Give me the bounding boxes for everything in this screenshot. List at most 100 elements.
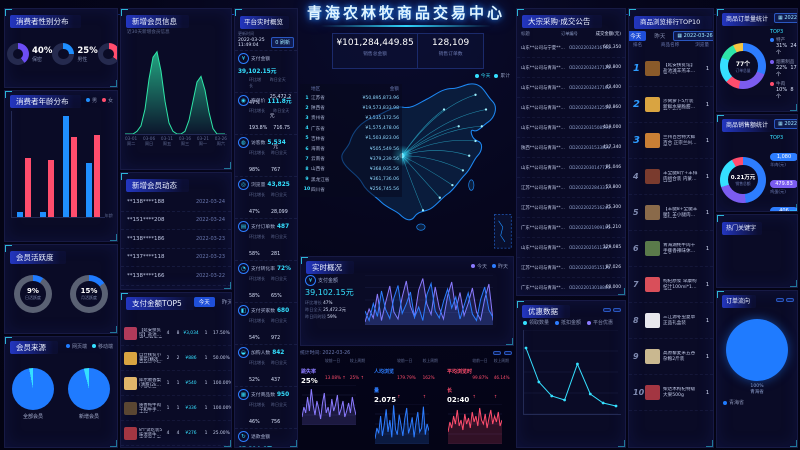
period-toggle[interactable] bbox=[504, 350, 512, 355]
stat-time: 统计时间: 2022-03-26 bbox=[300, 351, 351, 356]
top3-sales-item: 1,080 羊肉(元) bbox=[770, 143, 797, 168]
announce-row[interactable]: 陕西**公司与青海**羊肉成交公告(陕西**公司) OD202203153382… bbox=[517, 138, 625, 158]
orderflow-toggle[interactable] bbox=[776, 298, 784, 302]
panel-age: 消费者年龄分布 男女 年龄 bbox=[4, 90, 118, 242]
map-mode-toggle: 今天 累计 bbox=[474, 72, 510, 79]
announce-row[interactable]: 江苏**公司与青海**菜籽油成交公告(江苏**公司) OD20220205151… bbox=[517, 258, 625, 278]
top3-sales-item: 406 牛肉(元) bbox=[770, 197, 797, 211]
viewtop10-row[interactable]: 1 【延安扶贫馆】盐池滩羊羔羊肉卷 480g 1 bbox=[629, 51, 713, 87]
dynamics-row[interactable]: **139****8072022-03-21 bbox=[121, 286, 231, 290]
tab-yesterday[interactable]: 昨天 bbox=[221, 300, 232, 306]
dynamics-row[interactable]: **138****188 2022-03-24 bbox=[121, 193, 231, 212]
panel-paytop5-title: 支付金额TOP5 bbox=[126, 297, 194, 310]
panel-keywords: 热门关键字 bbox=[716, 214, 798, 288]
announce-row[interactable]: 广东**公司与青海**沙棘成交公告(广东**公司) OD202201301886… bbox=[517, 278, 625, 295]
kpi-box: ¥101,284,449.85 销售总金额 128,109 销售订单数 bbox=[332, 33, 484, 69]
realtime-xticks bbox=[363, 325, 509, 326]
viewtop10-row[interactable]: 8 三江源冬虫夏草正品礼盒装 1 bbox=[629, 303, 713, 339]
top3-sales-item: 479.83 鸡蛋(元) bbox=[770, 170, 797, 195]
metric-icon: ◎ bbox=[238, 179, 249, 190]
announce-row[interactable]: 山东**公司与青海**蜂蜜成交公告(山东**公司) OD202202161138… bbox=[517, 238, 625, 258]
mini-views-chart bbox=[375, 404, 439, 444]
rank-col-region: 地区 bbox=[311, 87, 321, 92]
mini-views: 人均浏览量 2.075 较前一日 179.79% ↑ 较上周期 162% ↑ bbox=[373, 358, 439, 446]
date-chip[interactable]: ▦ 2022-03 bbox=[774, 13, 797, 23]
newmember-chart bbox=[125, 38, 227, 135]
announce-row[interactable]: 山东**公司与青海**藜麦成交公告(山东**公司) OD202203241255… bbox=[517, 98, 625, 118]
dynamics-row[interactable]: **137****118 2022-03-23 bbox=[121, 249, 231, 267]
paytop5-row[interactable]: 库尔勒香梨(清甜)2kg中级包装 1 1 ¥540 1 100.00% bbox=[121, 371, 231, 396]
viewtop10-row[interactable]: 9 高原藜麦米五谷杂粮2斤装 1 bbox=[629, 339, 713, 375]
metric-item: ◍ 访客数 5,534 环比增长 98% 昨日全天 767 bbox=[235, 135, 297, 177]
period-toggles bbox=[493, 350, 512, 355]
paytop5-row[interactable]: 8个试吃装5味混装牛肉干手撕牛肉 4 4 ¥276 1 25.00% bbox=[121, 421, 231, 446]
kpi-order-count: 128,109 bbox=[432, 38, 470, 48]
kpi-order-count-label: 销售订单数 bbox=[438, 52, 463, 57]
age-chart: 年龄 bbox=[5, 109, 117, 219]
viewtop10-row[interactable]: 6 青海湖牦牛肉干手撕香辣味休闲零食 1 bbox=[629, 231, 713, 267]
header: 青海农林牧商品交易中心 bbox=[300, 2, 512, 30]
panel-orderstat-title: 商品订单量统计 bbox=[722, 13, 775, 26]
region-rank: 地区 金额 1 江苏省 ¥50,895,873.96 2 陕西省 ¥19,573,833… bbox=[300, 84, 402, 197]
viewtop10-row[interactable]: 5 【羊腿8+全腿羊腿】羊小腿肉正宗滩羊 1 bbox=[629, 195, 713, 231]
period-toggle[interactable] bbox=[493, 350, 501, 355]
source-pie-label: 新增会员 bbox=[78, 414, 99, 420]
realtime-metric: ¥ 支付金额 39,102.15元 环比增长 47% 昨日全天 25,472.2… bbox=[305, 275, 363, 326]
viewtop10-row[interactable]: 3 兰州百合特大鲜百合 正宗兰州甜百合 1 bbox=[629, 123, 713, 159]
panel-viewtop10: 商品浏览排行TOP10 今天 昨天 ▦ 2022-03-26 排名 商品名称 浏… bbox=[628, 8, 714, 448]
map-mode[interactable]: 累计 bbox=[494, 72, 510, 79]
viewtop10-row[interactable]: 10 柴达木枸杞特级大果500g 1 bbox=[629, 375, 713, 411]
metric-item: ↻ 退款金额 67,894.6元 环比增长79% 昨日全天49,472.9元 bbox=[235, 429, 297, 447]
dynamics-row[interactable]: **151****208 2022-03-24 bbox=[121, 212, 231, 230]
coupon-toggle[interactable] bbox=[603, 308, 611, 312]
paytop5-row[interactable]: 【延安扶贫馆】盐池滩羊 羔羊肉卷 4 8 ¥3,034 1 17.50% bbox=[121, 321, 231, 346]
announce-row[interactable]: 山东**公司与宁夏**滩羊成交公告(山东**公司) OD202203241676… bbox=[517, 38, 625, 58]
refresh-button[interactable]: 0 刷新 bbox=[271, 37, 294, 48]
panel-gender-title: 消费者性别分布 bbox=[10, 15, 81, 28]
panel-gender: 消费者性别分布 40%保密 25%男性 35%女性 bbox=[4, 8, 118, 88]
date-chip[interactable]: ▦ 2022-03 bbox=[774, 119, 797, 129]
product-thumbnail bbox=[124, 426, 137, 440]
gender-donut-male bbox=[52, 43, 75, 65]
coupon-toggle[interactable] bbox=[613, 308, 621, 312]
announce-row[interactable]: 江苏**公司与青海**羊肉成交公告(江苏**公司) OD202202251624… bbox=[517, 198, 625, 218]
map-mode[interactable]: 今天 bbox=[474, 72, 490, 79]
dynamics-row[interactable]: **138****186 2022-03-23 bbox=[121, 230, 231, 249]
panel-dynamics-title: 新增会员动态 bbox=[126, 179, 189, 192]
gender-donuts: 40%保密 25%男性 35%女性 bbox=[5, 29, 117, 79]
orderflow-toggle[interactable] bbox=[786, 298, 794, 302]
paytop5-row[interactable]: 自立扶贫小黄花(精选)花菇高山椴木香菇 2 2 ¥886 1 50.00% bbox=[121, 346, 231, 371]
paytop5-header bbox=[121, 311, 231, 321]
dynamics-row[interactable]: **138****166 2022-03-22 bbox=[121, 267, 231, 286]
panel-newmember: 新增会员信息 近30天新增会员信息 03-01 周二 03-06 周日 03-11 周五 0… bbox=[120, 8, 232, 170]
announce-row[interactable]: 山东**公司与青海**枸杞成交公告(山东**公司) OD202203241716… bbox=[517, 78, 625, 98]
panel-activity-title: 会员活跃度 bbox=[10, 251, 66, 264]
age-xlabel: 年龄 bbox=[104, 213, 113, 218]
announce-row[interactable]: 江苏**公司与青海**牛肉成交公告(江苏**公司) OD202202284331… bbox=[517, 178, 625, 198]
legend-dot bbox=[587, 320, 592, 325]
product-thumbnail bbox=[124, 401, 137, 415]
announce-row[interactable]: 山东**公司与青海**虫草成交公告(山东**公司) OD202203014772… bbox=[517, 158, 625, 178]
product-thumbnail bbox=[645, 97, 660, 112]
tab-today[interactable]: 今天 bbox=[629, 31, 647, 41]
announce-row[interactable]: 山东**公司与青海**牦牛成交公告(山东**公司) OD202203241712… bbox=[517, 58, 625, 78]
viewtop10-row[interactable]: 7 枸杞原浆 早康枸杞汁100ml*10袋装 1 bbox=[629, 267, 713, 303]
product-thumbnail bbox=[645, 313, 660, 328]
viewtop10-row[interactable]: 4 羊全腿8斤+羊排肉组合装 内蒙古羔羊 1 bbox=[629, 159, 713, 195]
panel-orderstat: 商品订单量统计 ▦ 2022-03 77个 订单总量 TOP3 特产 31% 2… bbox=[716, 8, 798, 112]
paytop5-row[interactable]: 质善纯牛肉干和牛手工肉脯 1 1 ¥336 1 100.00% bbox=[121, 396, 231, 421]
announce-row[interactable]: 山东**公司与青海**青稞成交公告(山东**公司) OD202203150859… bbox=[517, 118, 625, 138]
panel-activity: 会员活跃度 9% 日活跃度 15% 月活跃度 bbox=[4, 244, 118, 334]
viewtop10-row[interactable]: 2 沙窝萝卜5斤装 新鲜水果脆甜青萝卜现拔 1 bbox=[629, 87, 713, 123]
tab-yesterday[interactable]: 昨天 bbox=[654, 34, 666, 40]
date-chip[interactable]: ▦ 2022-03-26 bbox=[673, 31, 713, 41]
announce-row[interactable]: 广东**公司与青海**乳品成交公告(广东**公司) OD202202190919… bbox=[517, 218, 625, 238]
coupon-toggles bbox=[603, 308, 621, 312]
tab-today[interactable]: 今天 bbox=[193, 297, 215, 307]
panel-salestat: 商品销售额统计 ▦ 2022-03 0.21万元 销售总额 TOP3 1,080… bbox=[716, 114, 798, 212]
newmember-subtitle: 近30天新增会员信息 bbox=[127, 30, 170, 35]
coupon-chart bbox=[523, 330, 621, 415]
product-thumbnail bbox=[645, 349, 660, 364]
top3-item: 牛肉 10% 8个 bbox=[770, 81, 797, 100]
realtime-metric-sub: 昨日全天 25,472.2元 bbox=[305, 307, 346, 312]
